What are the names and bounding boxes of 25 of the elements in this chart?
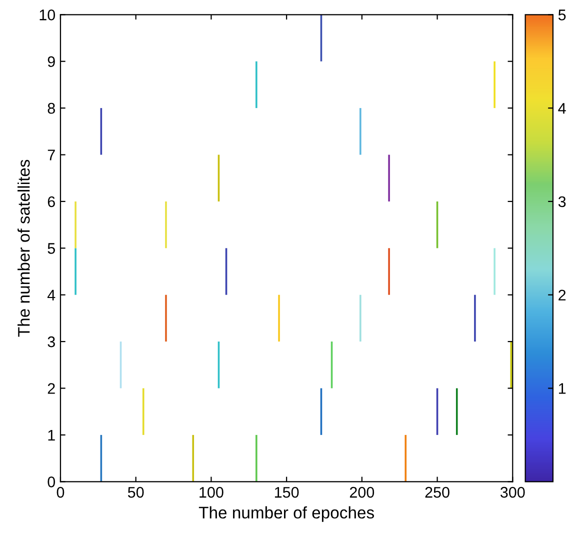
y-tick-label: 3 xyxy=(48,336,55,348)
color-bar-label: 2 xyxy=(558,290,566,300)
x-tick-label: 0 xyxy=(56,486,64,498)
x-tick-label: 300 xyxy=(500,486,525,498)
y-tick-label: 7 xyxy=(48,150,55,160)
x-tick-label: 150 xyxy=(274,486,299,498)
color-bar-label: 3 xyxy=(558,196,566,208)
y-tick-label: 4 xyxy=(47,290,56,300)
y-tick-label: 10 xyxy=(40,10,56,20)
y-tick-label: 5 xyxy=(48,243,55,254)
color-bar-label: 5 xyxy=(558,10,566,20)
y-tick-label: 2 xyxy=(48,383,55,394)
x-tick-label: 50 xyxy=(128,486,144,498)
y-tick-label: 6 xyxy=(48,196,55,208)
x-tick-label: 200 xyxy=(350,486,374,498)
x-tick-label: 250 xyxy=(425,486,450,498)
y-tick-label: 1 xyxy=(48,430,55,440)
color-bar-label: 1 xyxy=(558,383,566,394)
y-tick-label: 0 xyxy=(48,476,56,488)
y-tick-label: 8 xyxy=(48,102,55,114)
x-tick-label: 100 xyxy=(200,486,224,498)
y-axis-title: The number of satellites xyxy=(18,160,30,337)
color-bar-label: 4 xyxy=(558,103,566,114)
x-axis-title: The number of epoches xyxy=(198,506,374,522)
y-tick-label: 9 xyxy=(48,56,55,68)
